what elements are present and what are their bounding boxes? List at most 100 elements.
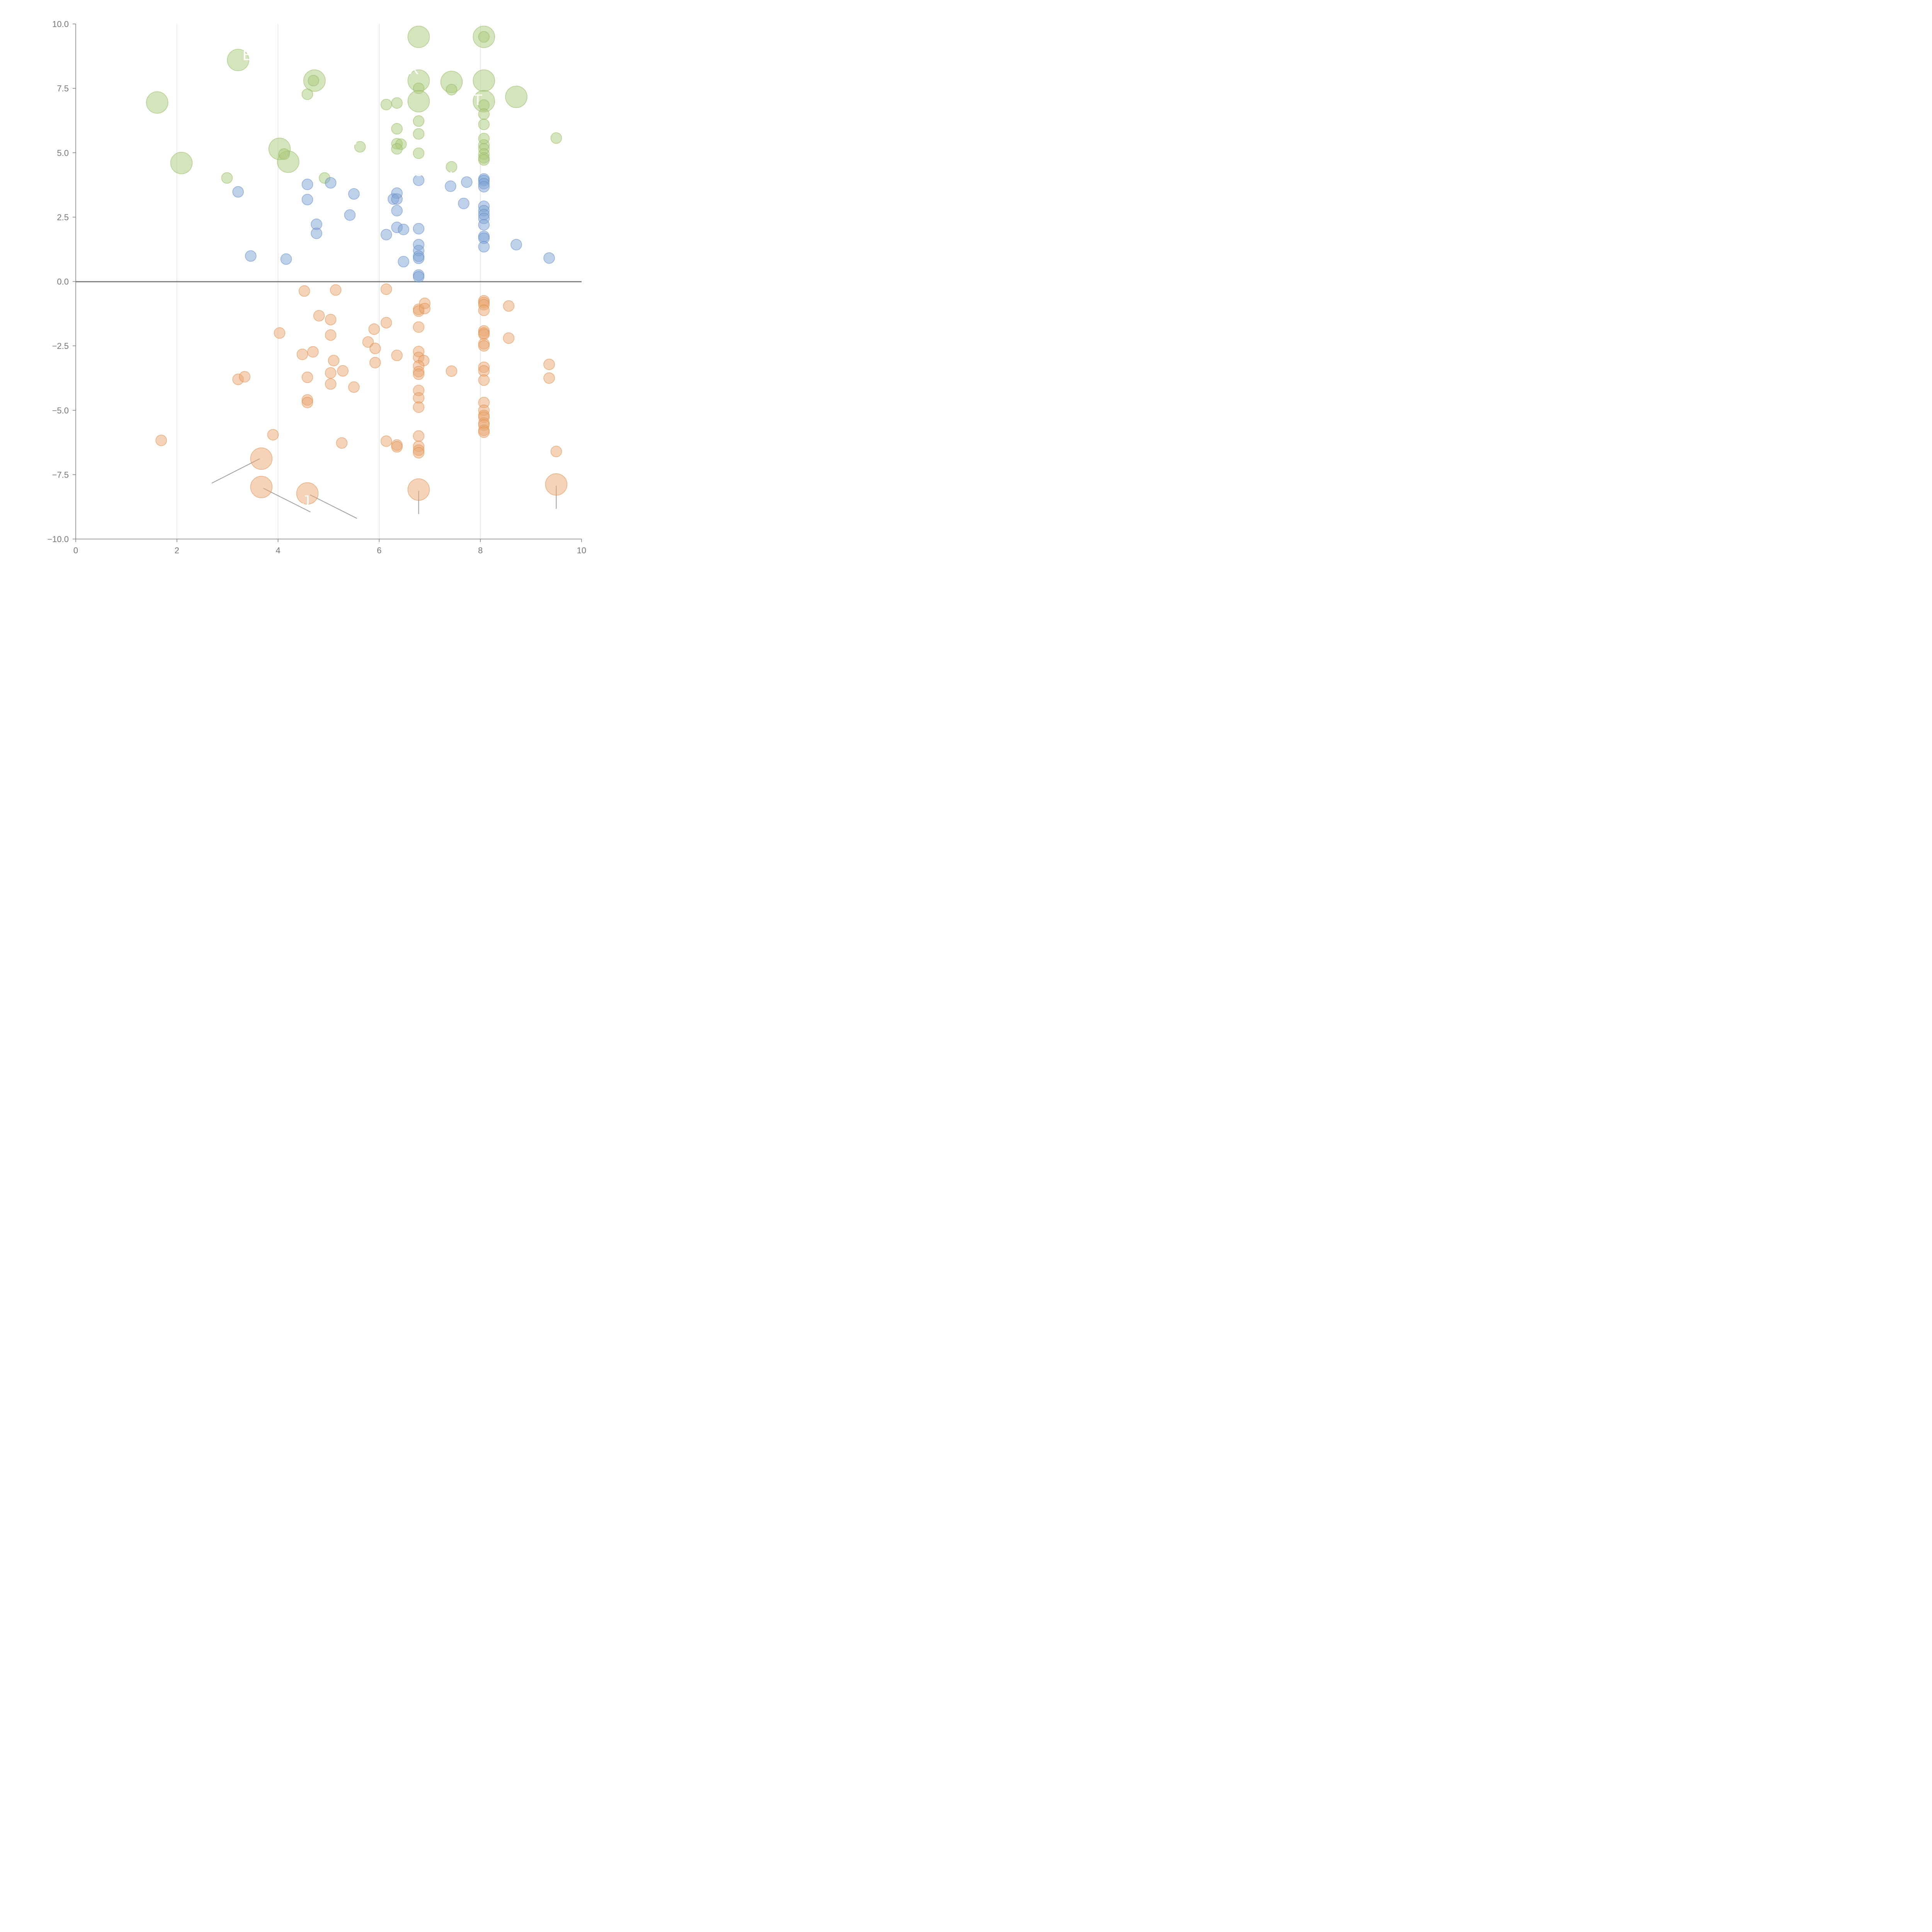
x-tick-label: 4 <box>276 546 280 555</box>
point-labels: B X T Sc 5 O , J <box>243 46 518 509</box>
data-point-orange <box>313 310 325 321</box>
data-point-blue <box>398 224 409 235</box>
data-point-orange <box>413 321 425 333</box>
point-label: 5 <box>349 131 357 148</box>
data-point-orange <box>446 365 457 377</box>
data-point-orange <box>478 328 490 340</box>
data-point-green <box>478 119 490 130</box>
data-point-blue <box>380 229 392 240</box>
data-point-blue <box>232 186 244 198</box>
data-point-orange <box>250 447 273 470</box>
data-point-orange <box>380 317 392 328</box>
data-point-orange <box>413 368 425 380</box>
data-point-orange <box>325 329 337 341</box>
data-point-orange <box>250 476 273 498</box>
data-point-orange <box>325 314 337 325</box>
data-point-green <box>380 99 392 111</box>
data-point-blue <box>245 250 257 262</box>
data-point-green <box>391 97 403 109</box>
data-point-orange <box>478 426 490 438</box>
y-tick-label: −10.0 <box>47 534 69 544</box>
point-label: T <box>473 92 482 109</box>
data-point-blue <box>413 174 425 186</box>
data-point-blue <box>413 252 425 264</box>
data-point-blue <box>478 241 490 253</box>
data-point-orange <box>391 350 403 361</box>
data-point-orange <box>369 343 381 354</box>
data-point-blue <box>391 193 403 205</box>
data-point-orange <box>296 482 319 505</box>
x-tick-label: 2 <box>175 546 179 555</box>
data-point-orange <box>413 401 425 413</box>
data-point-green <box>278 148 290 160</box>
data-point-blue <box>325 177 337 189</box>
leader-line <box>263 488 311 512</box>
point-label: B <box>243 46 253 63</box>
data-point-orange <box>328 355 340 366</box>
data-point-green <box>301 88 313 100</box>
data-point-green <box>413 128 425 140</box>
data-point-blue <box>445 180 456 192</box>
data-point-green <box>221 172 233 184</box>
data-point-blue <box>510 239 522 250</box>
data-point-green <box>478 108 490 120</box>
y-tick-label: −5.0 <box>52 406 69 415</box>
data-point-orange <box>503 332 515 344</box>
data-point-blue <box>344 209 356 221</box>
data-point-blue <box>391 205 403 216</box>
data-point-green <box>478 154 490 166</box>
data-point-blue <box>301 179 313 190</box>
data-point-green <box>407 90 430 112</box>
data-point-green <box>170 152 193 174</box>
x-tick-label: 10 <box>577 546 586 555</box>
data-point-orange <box>503 300 515 312</box>
data-point-green <box>407 26 430 48</box>
point-label: X <box>408 61 419 78</box>
data-point-orange <box>478 374 490 386</box>
data-point-orange <box>337 365 349 377</box>
data-point-orange <box>419 303 430 315</box>
y-tick-label: 2.5 <box>57 213 69 222</box>
ticks: 0 2 4 6 8 10 −10.0 −7.5 −5.0 −2.5 0.0 2.5 5.0 7.5 10.0 <box>47 19 586 555</box>
data-point-green <box>446 84 457 95</box>
data-point-blue <box>543 252 555 264</box>
data-point-orange <box>545 473 568 496</box>
data-point-blue <box>311 228 322 239</box>
data-point-blue <box>348 188 360 200</box>
data-point-orange <box>362 336 374 348</box>
data-point-orange <box>296 349 308 360</box>
data-point-blue <box>413 271 425 283</box>
x-tick-label: 6 <box>377 546 381 555</box>
data-point-green <box>446 161 457 173</box>
data-point-green <box>505 85 527 108</box>
y-tick-label: 5.0 <box>57 148 69 158</box>
data-point-orange <box>380 435 392 447</box>
y-tick-label: 0.0 <box>57 277 69 287</box>
data-point-blue <box>478 219 490 231</box>
data-point-orange <box>301 397 313 408</box>
data-point-orange <box>391 441 403 453</box>
data-point-orange <box>336 437 348 449</box>
data-point-blue <box>301 194 313 206</box>
bubble-chart: 0 2 4 6 8 10 −10.0 −7.5 −5.0 −2.5 0.0 2.5 5.0 7.5 10.0… <box>47 19 586 555</box>
data-point-blue <box>458 197 469 209</box>
data-point-green <box>473 69 495 92</box>
data-point-orange <box>478 304 490 316</box>
data-point-orange <box>325 367 337 379</box>
point-label: , <box>449 160 453 177</box>
data-point-orange <box>543 359 555 370</box>
data-point-orange <box>301 371 313 383</box>
series-orange <box>155 283 568 505</box>
data-point-blue <box>413 223 425 235</box>
data-point-orange <box>325 378 337 390</box>
data-point-green <box>413 147 425 159</box>
data-point-orange <box>274 327 286 339</box>
data-point-green <box>146 91 168 114</box>
data-point-green <box>391 123 403 135</box>
data-point-orange <box>478 340 490 352</box>
data-point-orange <box>413 430 425 442</box>
data-point-orange <box>368 323 380 335</box>
data-point-green <box>227 49 249 71</box>
data-point-blue <box>461 176 473 188</box>
data-point-orange <box>267 429 279 440</box>
